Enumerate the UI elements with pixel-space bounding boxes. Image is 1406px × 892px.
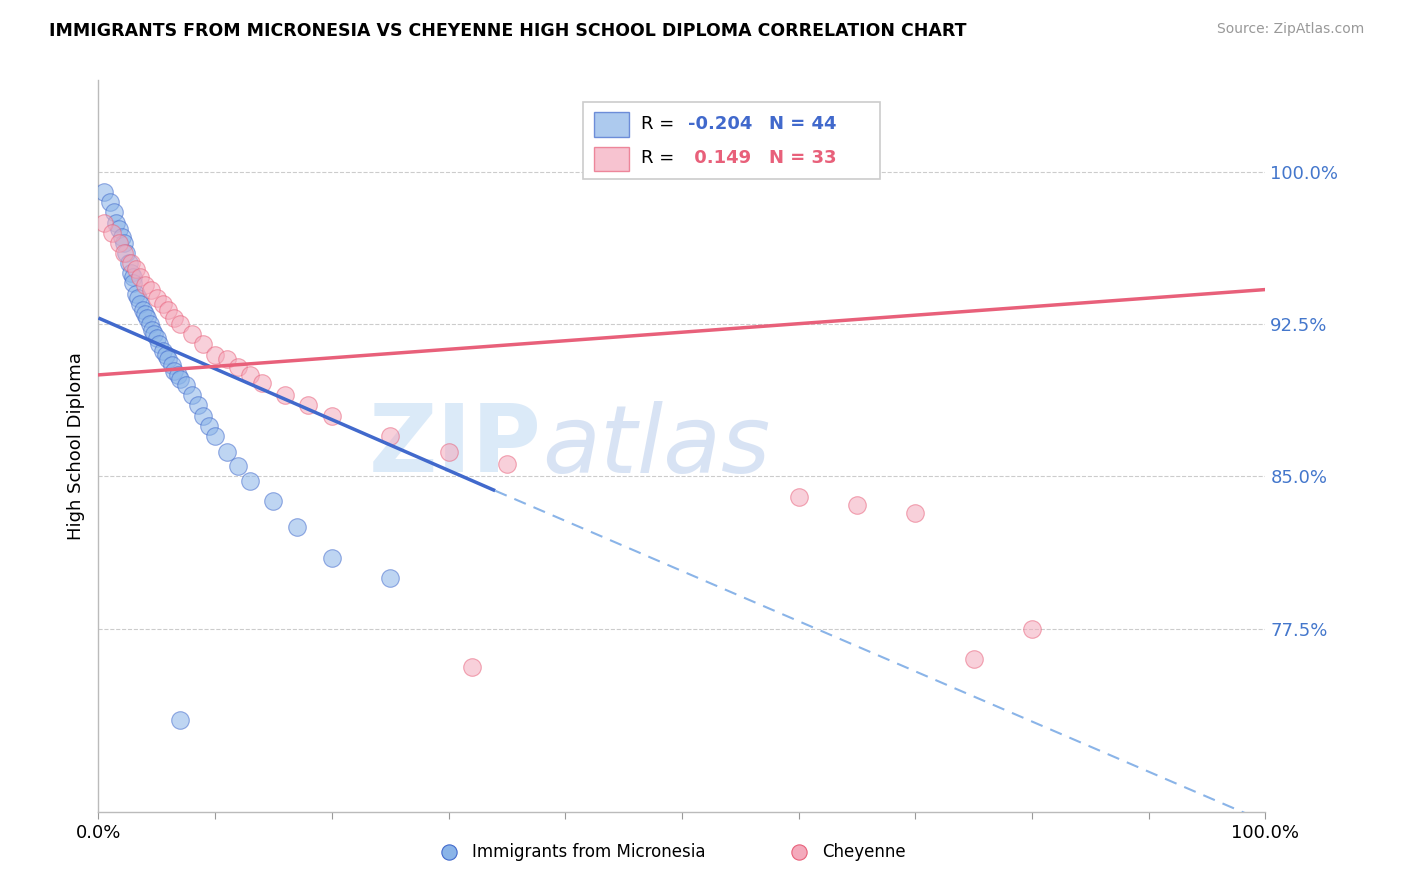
Point [125,262,148,277]
Point [152,297,174,311]
Point [169,372,191,386]
Text: atlas: atlas [541,401,770,491]
Point [274,388,297,402]
Y-axis label: High School Diploma: High School Diploma [66,352,84,540]
Point [262,494,284,508]
Text: IMMIGRANTS FROM MICRONESIA VS CHEYENNE HIGH SCHOOL DIPLOMA CORRELATION CHART: IMMIGRANTS FROM MICRONESIA VS CHEYENNE H… [49,22,967,40]
Point [132,302,155,317]
Point [321,550,343,565]
Point [461,660,484,674]
Point [157,302,180,317]
Text: N = 33: N = 33 [769,149,837,168]
Point [152,343,174,358]
Point [163,311,186,326]
Point [239,474,262,488]
Text: N = 44: N = 44 [769,115,837,133]
Point [1021,622,1043,636]
Point [228,459,250,474]
Text: ZIP: ZIP [368,400,541,492]
Point [437,445,460,459]
Point [104,215,127,229]
Point [103,205,125,219]
Point [215,351,238,366]
Text: Source: ZipAtlas.com: Source: ZipAtlas.com [1216,22,1364,37]
Point [160,358,183,372]
Text: -0.204: -0.204 [688,115,752,133]
Point [180,388,202,402]
Point [904,506,927,520]
Text: R =: R = [641,149,681,168]
Point [139,317,162,331]
Point [193,409,215,423]
Point [169,714,191,728]
Point [204,429,226,443]
Point [174,378,197,392]
Point [139,283,162,297]
Point [141,323,163,337]
Point [157,351,180,366]
Point [134,307,156,321]
Point [146,331,169,345]
Point [143,327,166,342]
Point [155,347,177,362]
Bar [595,147,630,171]
Point [787,490,810,504]
Point [129,270,152,285]
Point [93,185,115,199]
Text: 0.149: 0.149 [688,149,751,168]
Point [496,458,519,472]
Point [122,270,145,285]
Point [169,317,191,331]
Point [962,652,984,666]
Point [112,246,135,260]
Point [163,364,186,378]
Point [129,297,152,311]
Text: Cheyenne: Cheyenne [823,843,905,861]
Point [285,520,308,534]
FancyBboxPatch shape [582,103,880,179]
Point [198,418,221,433]
Point [134,278,156,293]
Point [187,398,209,412]
Point [180,327,202,342]
Point [115,246,138,260]
Point [108,235,131,250]
Point [127,291,149,305]
Point [380,429,402,443]
Point [93,215,115,229]
Text: Immigrants from Micronesia: Immigrants from Micronesia [472,843,706,861]
Point [297,398,319,412]
Point [120,266,142,280]
Point [204,347,226,362]
Point [111,229,134,244]
Point [166,368,188,382]
Point [120,256,142,270]
Point [146,291,169,305]
Point [228,359,250,374]
Bar [595,112,630,136]
Point [98,195,121,210]
Point [125,286,148,301]
Point [122,277,145,291]
Point [148,337,170,351]
Point [846,498,869,512]
Point [193,337,215,351]
Text: R =: R = [641,115,681,133]
Point [239,368,262,382]
Point [250,376,273,390]
Point [108,221,131,235]
Point [112,235,135,250]
Point [101,226,124,240]
Point [321,409,343,423]
Point [136,311,159,326]
Point [118,256,141,270]
Point [380,571,402,585]
Point [215,445,238,459]
